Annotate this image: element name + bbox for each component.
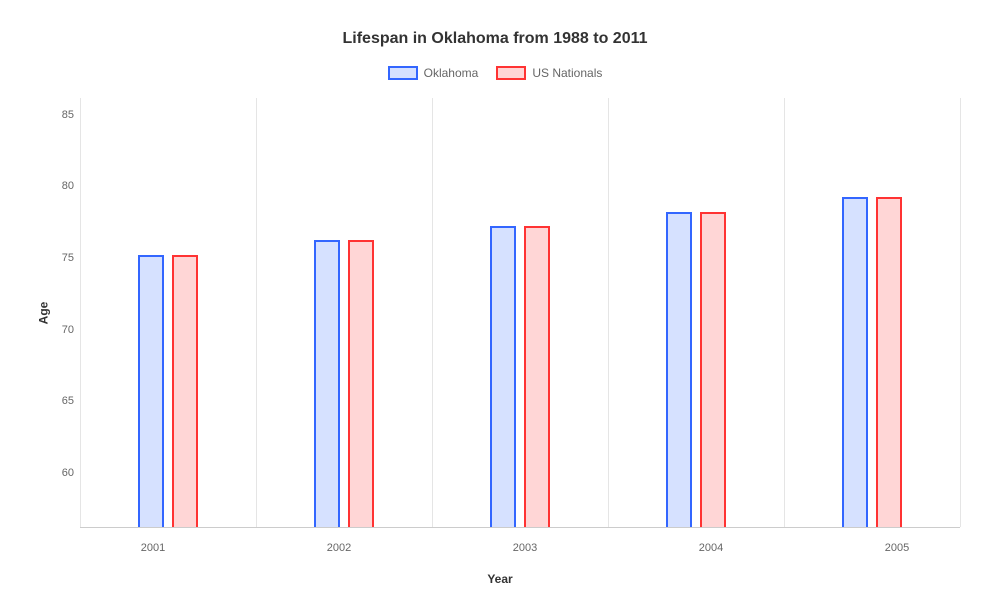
vertical-gridline	[256, 98, 257, 527]
y-tick: 75	[42, 252, 74, 264]
x-tick: 2005	[885, 542, 909, 554]
bar-group	[314, 240, 374, 527]
bar-group	[490, 226, 550, 527]
legend: Oklahoma US Nationals	[20, 66, 970, 80]
x-tick: 2002	[327, 542, 351, 554]
bar-group	[138, 255, 198, 527]
bar-group	[666, 212, 726, 527]
legend-label-usnationals: US Nationals	[532, 66, 602, 80]
vertical-gridline	[784, 98, 785, 527]
bar-oklahoma	[314, 240, 340, 527]
chart-title: Lifespan in Oklahoma from 1988 to 2011	[20, 30, 970, 48]
bar-usnationals	[348, 240, 374, 527]
x-tick: 2001	[141, 542, 165, 554]
y-tick: 70	[42, 324, 74, 336]
y-ticks: 60 65 70 75 80 85	[42, 98, 74, 528]
legend-swatch-oklahoma	[388, 66, 418, 80]
chart-container: Lifespan in Oklahoma from 1988 to 2011 O…	[0, 0, 1000, 600]
bar-oklahoma	[842, 197, 868, 527]
vertical-gridline	[960, 98, 961, 527]
y-tick: 60	[42, 467, 74, 479]
y-tick: 65	[42, 395, 74, 407]
vertical-gridline	[608, 98, 609, 527]
legend-item-oklahoma: Oklahoma	[388, 66, 479, 80]
vertical-gridline	[432, 98, 433, 527]
y-tick: 85	[42, 109, 74, 121]
bar-oklahoma	[138, 255, 164, 527]
bar-usnationals	[700, 212, 726, 527]
legend-label-oklahoma: Oklahoma	[424, 66, 479, 80]
bar-usnationals	[876, 197, 902, 527]
x-axis-label: Year	[0, 572, 1000, 586]
bar-oklahoma	[490, 226, 516, 527]
x-ticks: 2001 2002 2003 2004 2005	[60, 538, 990, 558]
y-tick: 80	[42, 180, 74, 192]
bar-group	[842, 197, 902, 527]
x-tick: 2003	[513, 542, 537, 554]
legend-swatch-usnationals	[496, 66, 526, 80]
bar-usnationals	[172, 255, 198, 527]
legend-item-usnationals: US Nationals	[496, 66, 602, 80]
bar-oklahoma	[666, 212, 692, 527]
plot-area	[80, 98, 960, 528]
vertical-gridline	[80, 98, 81, 527]
bar-usnationals	[524, 226, 550, 527]
x-tick: 2004	[699, 542, 723, 554]
plot-wrapper: Age 606570758085	[80, 98, 960, 528]
